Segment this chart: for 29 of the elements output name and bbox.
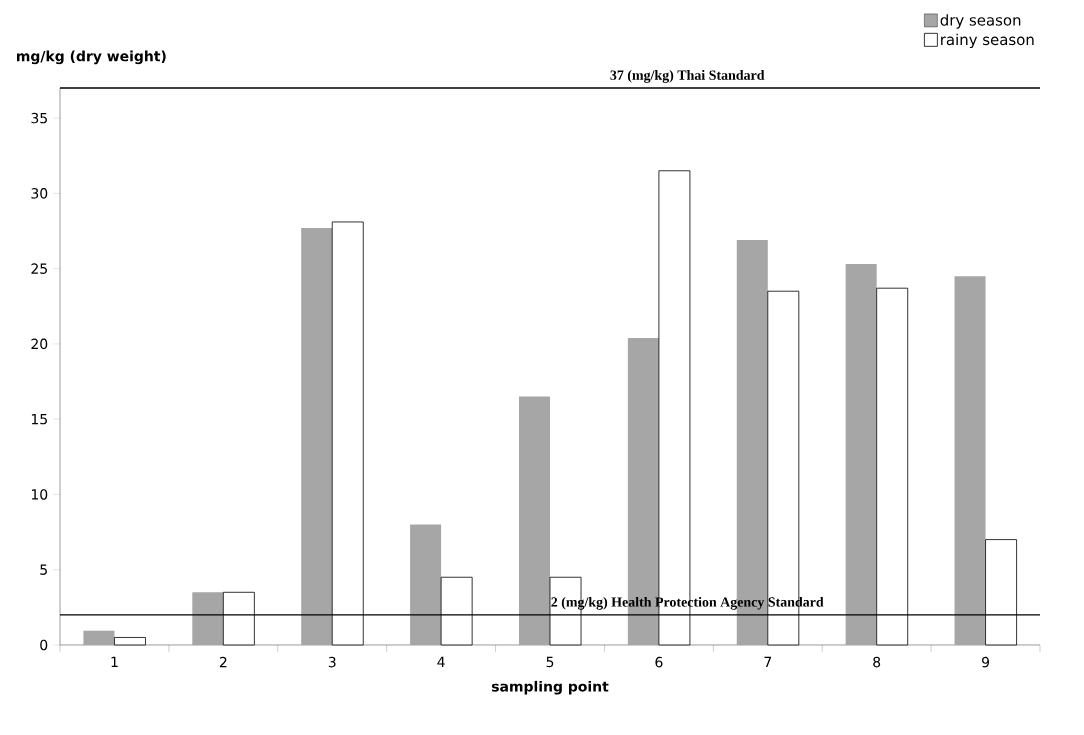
y-tick-label: 10: [31, 489, 48, 500]
x-tick-label: 3: [328, 656, 336, 668]
x-tick-label: 4: [437, 656, 445, 667]
y-tick-label: 5: [40, 564, 47, 575]
y-tick-label: 25: [31, 263, 47, 274]
bar: [410, 524, 442, 645]
x-tick-label: 7: [764, 656, 772, 667]
bar: [301, 227, 333, 645]
y-tick-label: 20: [31, 338, 48, 350]
y-tick-label: 0: [40, 639, 48, 651]
x-axis-title: sampling point: [491, 680, 609, 695]
bar: [845, 264, 877, 645]
bar: [954, 276, 986, 645]
y-tick-label: 15: [31, 413, 47, 425]
y-tick-label: 35: [31, 112, 47, 124]
legend-label: rainy season: [941, 33, 1034, 49]
y-tick-label: 30: [31, 188, 48, 199]
ref-line-label: 37 (mg/kg) Thai Standard: [610, 70, 765, 83]
x-tick-label: 1: [111, 656, 118, 667]
x-tick-label: 5: [546, 656, 554, 668]
y-axis-title: mg/kg (dry weight): [17, 50, 166, 65]
bar: [83, 630, 115, 645]
legend-label: dry season: [940, 14, 1021, 29]
bar: [192, 592, 224, 645]
x-tick-label: 9: [982, 656, 990, 668]
x-tick-label: 8: [873, 656, 881, 668]
x-tick-label: 6: [655, 656, 663, 668]
bar: [518, 396, 551, 645]
x-tick-label: 2: [219, 656, 227, 668]
